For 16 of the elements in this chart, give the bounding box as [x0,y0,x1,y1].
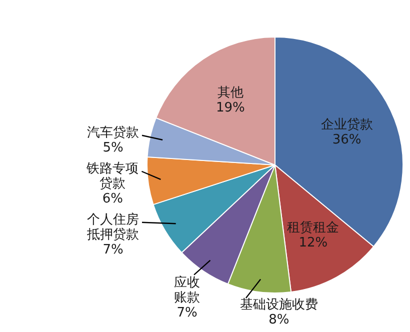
data-label: 36% [332,132,362,148]
data-label: 19% [216,100,245,116]
slice-label: 企业贷款 [320,117,373,132]
data-label: 7% [176,306,198,321]
slice-label: 铁路专项贷款 [86,162,139,192]
slice-label: 应收账款 [174,274,200,306]
slice-label: 个人住房抵押贷款 [86,212,139,243]
data-label: 5% [102,140,124,156]
data-label: 7% [102,242,124,258]
slice-label: 汽车贷款 [87,126,139,141]
slice-label: 租赁租金 [287,220,340,236]
slice-label: 基础设施收费 [240,298,318,313]
data-label: 6% [102,192,124,207]
data-label: 8% [268,312,290,328]
data-label: 12% [298,236,328,251]
slice-label: 其他 [217,85,244,100]
